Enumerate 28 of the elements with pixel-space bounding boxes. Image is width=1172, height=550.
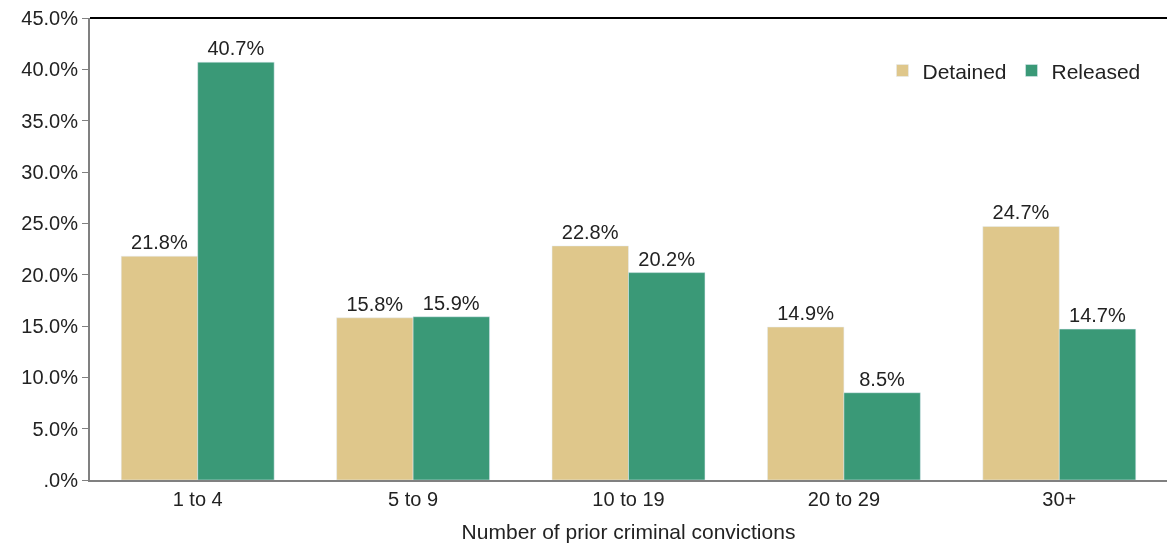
data-label: 22.8% bbox=[561, 220, 619, 243]
y-tick-label: 25.0% bbox=[21, 212, 79, 235]
data-label: 8.5% bbox=[859, 367, 906, 390]
data-label: 20.2% bbox=[638, 247, 696, 270]
x-axis-title: Number of prior criminal convictions bbox=[461, 519, 796, 543]
y-tick-label: .0% bbox=[43, 469, 79, 491]
legend-label: Released bbox=[1051, 59, 1141, 83]
x-tick-label: 1 to 4 bbox=[172, 488, 223, 510]
y-tick-label: 45.0% bbox=[21, 7, 79, 29]
data-label: 15.9% bbox=[422, 291, 480, 314]
data-label: 14.9% bbox=[777, 302, 835, 325]
x-tick-label: 20 to 29 bbox=[807, 488, 881, 510]
data-label: 14.7% bbox=[1069, 304, 1126, 327]
data-label: 40.7% bbox=[207, 37, 265, 60]
data-label: 15.8% bbox=[346, 292, 404, 315]
legend-label: Detained bbox=[922, 59, 1007, 83]
y-tick-label: 30.0% bbox=[21, 161, 79, 183]
x-tick-label: 10 to 19 bbox=[592, 488, 665, 510]
y-tick-label: 40.0% bbox=[21, 58, 79, 81]
y-tick-label: 5.0% bbox=[32, 417, 79, 440]
y-tick-label: 15.0% bbox=[21, 315, 79, 337]
y-tick-label: 10.0% bbox=[21, 366, 79, 389]
data-label: 24.7% bbox=[992, 201, 1050, 224]
y-tick-label: 35.0% bbox=[21, 109, 79, 132]
data-label: 21.8% bbox=[131, 231, 188, 254]
x-tick-label: 30+ bbox=[1042, 488, 1077, 510]
y-tick-label: 20.0% bbox=[21, 263, 79, 286]
x-tick-label: 5 to 9 bbox=[388, 488, 439, 510]
